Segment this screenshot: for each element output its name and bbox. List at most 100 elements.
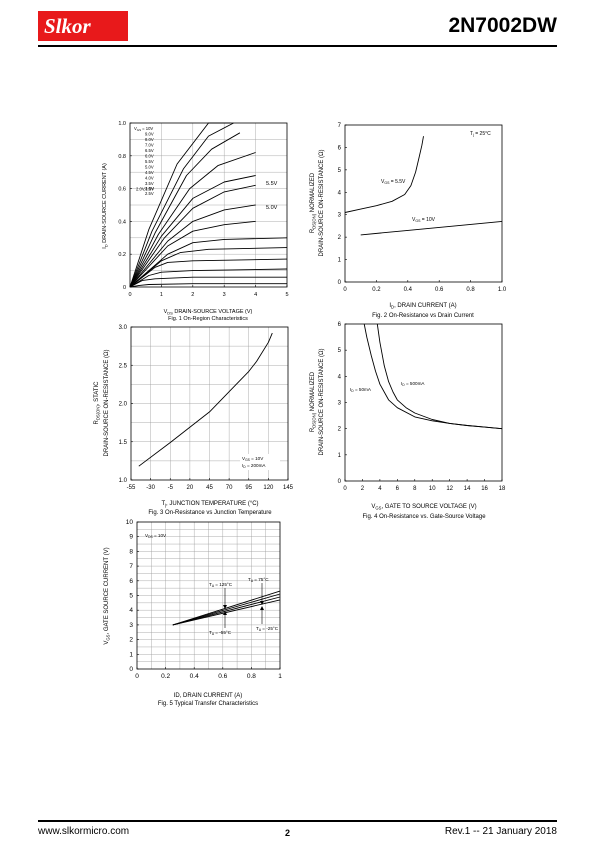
fig2-temp: Tj = 25°C [470,131,491,137]
fig4-xtick-label: 4 [378,486,382,492]
fig5-ylabel: VGS, GATE SOURCE CURRENT (V) [104,547,111,644]
fig4-ytick-label: 1 [338,453,342,459]
fig2-ylabel-2: DRAIN-SOURCE ON-RESISTANCE (Ω) [319,149,325,256]
fig3-ytick-label: 1.0 [119,478,128,484]
fig2-xlabel: ID, DRAIN CURRENT (A) [389,303,456,310]
fig2-ytick-label: 6 [338,145,342,151]
fig1-legend-7: 5.0V [145,165,154,170]
fig2-curve-b-label: VGS = 10V [412,217,436,223]
fig1-series-14 [129,283,287,288]
fig2-frame [344,124,503,283]
fig1-legend-11: 3.0V [145,186,154,191]
fig3-note-1: VGS = 10V [242,456,264,462]
fig5-xtick-label: 1 [278,673,282,680]
fig1-legend-3: 7.0V [145,143,154,148]
fig1-legend-13: 2.0V,1.5V [136,187,154,192]
fig4-ytick-label: 0 [338,479,342,485]
fig5-arrowhead-t125 [223,605,227,609]
fig1-caption: Fig. 1 On-Region Characteristics [168,316,248,322]
fig5-ytick-label: 9 [129,534,133,541]
fig2-series-2 [360,220,503,236]
fig2-ticks: 0 0.2 0.4 0.6 0.8 1.0 0 1 2 3 4 5 6 7 [338,123,507,293]
page-number: 2 [285,828,291,838]
fig1-series-11 [129,258,288,288]
fig1-series-2 [129,122,234,288]
fig3-series-1 [138,332,273,467]
fig3-series [138,332,273,467]
fig4-ytick-label: 5 [338,348,342,354]
fig5-ytick-label: 8 [129,548,133,555]
fig1-legend-head: VGS= 10V [134,126,153,132]
fig3-xtick-label: 145 [283,485,294,491]
fig4-ytick-label: 4 [338,374,342,380]
fig2-xtick-label: 1.0 [498,287,507,293]
fig1-ytick-label: 0.6 [118,187,126,193]
fig1-series-5 [129,175,256,288]
fig5-arrowheads [223,601,264,615]
fig5-t75-label: TA = 75°C [248,577,269,583]
fig1-xtick-label: 4 [254,292,257,298]
fig4-xtick-label: 10 [429,486,436,492]
fig1-xtick-label: 0 [128,292,131,298]
fig1-xlabel: VDS DRAIN-SOURCE VOLTAGE (V) [164,309,253,316]
footer-divider [38,820,557,822]
fig5-ytick-label: 6 [129,578,133,585]
fig5-tm55-label: TA = -55°C [209,630,232,636]
fig1-ytick-label: 0.2 [118,252,126,258]
fig4-series-2 [376,323,503,430]
fig4-ytick-label: 6 [338,322,342,328]
fig1-ytick-label: 1.0 [118,121,126,127]
fig1-ytick-label: 0.4 [118,219,126,225]
fig3-xtick-label: -30 [146,485,155,491]
fig5-ytick-label: 5 [129,593,133,600]
fig5-vds: VDS = 10V [145,533,167,539]
fig4-curve-b-label: ID = 500mA [401,381,425,387]
fig1-legend-9: 4.0V [145,176,154,181]
fig2-ytick-label: 7 [338,123,342,129]
fig4-curve-a-label: ID = 50mA [350,387,372,393]
fig1-series-6 [129,184,256,288]
fig1-series-10 [129,247,288,288]
fig1-series-4 [129,152,256,288]
fig5-ytick-label: 7 [129,563,133,570]
fig2-caption: Fig. 2 On-Resistance vs Drain Current [372,313,474,319]
fig4-caption: Fig. 4 On-Resistance vs. Gate-Source Vol… [362,514,486,520]
fig5-grid [137,522,280,669]
fig4-xtick-label: 16 [481,486,488,492]
fig1-ticks: 0 1 2 3 4 5 0 0.2 0.4 0.6 0.8 1.0 [118,121,288,298]
fig4-xtick-label: 8 [413,486,417,492]
fig2-xtick-label: 0.2 [372,287,381,293]
fig2-series [344,136,503,236]
fig1-legend-4: 6.5V [145,148,154,153]
fig3-xtick-label: 120 [263,485,274,491]
fig1-series-9 [129,237,288,288]
fig2-ytick-label: 2 [338,235,342,241]
fig5-series-4 [172,590,281,626]
fig3-xtick-label: 45 [206,485,213,491]
fig4-xtick-label: 14 [464,486,471,492]
fig1-label-5-5v: 5.5V [266,181,278,187]
fig5-xtick-label: 0.2 [161,673,170,680]
fig1-legend-8: 4.5V [145,170,154,175]
fig5-xtick-label: 0.6 [218,673,227,680]
fig3-xlabel: Tj, JUNCTION TEMPERATURE (°C) [161,501,258,508]
footer-website[interactable]: www.slkormicro.com [38,826,130,837]
fig3-xtick-label: 70 [226,485,233,491]
fig5-series [172,590,281,626]
fig3-xtick-label: -5 [168,485,174,491]
fig5-t125-label: TA = 125°C [209,582,233,588]
fig5-xtick-label: 0 [135,673,139,680]
fig1-series-8 [129,220,256,288]
fig1-legend-12: 2.5V [145,191,154,196]
fig4-xtick-label: 18 [499,486,506,492]
fig5-tm25-label: TA = -25°C [256,626,279,632]
brand-logo: Slkor [38,11,128,41]
fig4-ylabel-1: RDS(ON) NORMALIZED [310,371,317,432]
fig1-series-13 [129,276,287,288]
fig2-ytick-label: 4 [338,190,342,196]
